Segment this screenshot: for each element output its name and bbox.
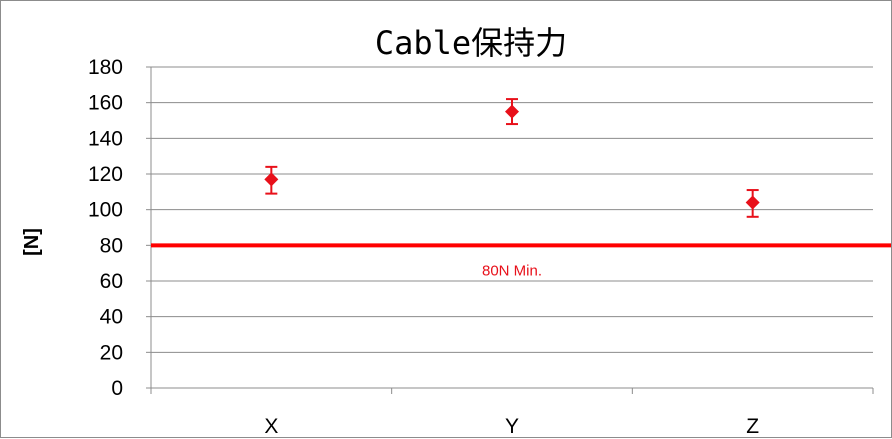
y-tick-labels: 0 20 40 60 80 100 120 140 160 180 xyxy=(88,56,123,400)
y-tick-label: 160 xyxy=(88,92,123,115)
y-tick-label: 80 xyxy=(100,234,123,257)
data-point-group xyxy=(505,98,519,126)
data-point-marker xyxy=(745,195,760,210)
y-tick-label: 180 xyxy=(88,56,123,79)
y-tick-label: 20 xyxy=(100,341,123,364)
reference-line-label: 80N Min. xyxy=(482,262,542,279)
axes xyxy=(146,66,874,394)
y-tick-label: 120 xyxy=(88,163,123,186)
y-axis-label: [N] xyxy=(21,228,43,256)
reference-line-group: 80N Min. xyxy=(151,243,891,279)
y-tick-label: 140 xyxy=(88,127,123,150)
chart-title: Cable保持力 xyxy=(375,24,567,62)
data-point-marker xyxy=(505,104,519,119)
y-tick-label: 100 xyxy=(88,199,123,222)
data-series xyxy=(264,98,760,218)
y-tick-label: 40 xyxy=(100,306,123,329)
x-tick-label: Z xyxy=(746,415,759,438)
x-tick-label: Y xyxy=(505,415,519,438)
data-point-marker xyxy=(264,172,279,187)
y-tick-label: 60 xyxy=(100,270,123,293)
x-tick-labels: X Y Z xyxy=(264,415,759,438)
y-tick-label: 0 xyxy=(111,377,123,400)
data-point-group xyxy=(264,165,279,195)
data-point-group xyxy=(745,189,760,218)
x-tick-label: X xyxy=(264,415,278,438)
